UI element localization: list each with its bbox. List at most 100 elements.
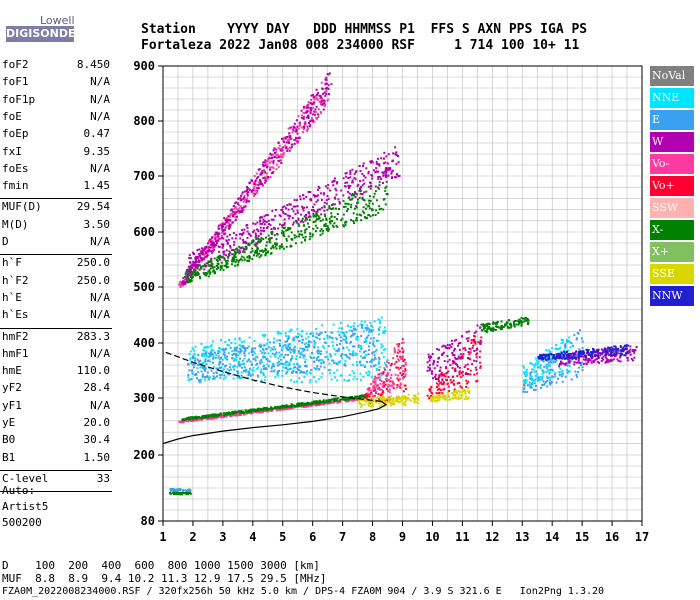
- data-point: [444, 346, 447, 349]
- data-point: [396, 395, 399, 398]
- data-point: [279, 362, 282, 365]
- data-point: [313, 340, 316, 343]
- data-point: [196, 249, 199, 252]
- data-point: [197, 263, 200, 266]
- data-point: [382, 174, 385, 177]
- data-point: [291, 208, 294, 211]
- data-point: [320, 100, 323, 103]
- data-point: [213, 257, 216, 260]
- data-point: [203, 249, 206, 252]
- data-point: [316, 227, 319, 229]
- data-point: [226, 344, 229, 346]
- data-point: [344, 185, 347, 188]
- data-point: [293, 126, 296, 129]
- data-point: [267, 346, 270, 349]
- data-point: [311, 351, 314, 354]
- data-point: [433, 400, 436, 403]
- data-point: [308, 125, 311, 128]
- data-point: [234, 342, 237, 345]
- data-point: [247, 374, 250, 377]
- data-point: [503, 324, 506, 327]
- data-point: [383, 382, 386, 385]
- data-point: [253, 410, 255, 413]
- data-point: [554, 372, 557, 375]
- data-point: [469, 373, 472, 376]
- data-point: [212, 356, 215, 359]
- data-point: [291, 406, 294, 409]
- data-point: [458, 348, 461, 351]
- data-point: [221, 222, 224, 225]
- data-point: [324, 94, 327, 97]
- data-point: [324, 331, 327, 334]
- data-point: [561, 369, 564, 372]
- data-point: [255, 172, 258, 175]
- data-point: [370, 329, 373, 332]
- data-point: [346, 346, 349, 349]
- data-point: [364, 340, 367, 343]
- data-point: [585, 363, 588, 365]
- data-point: [461, 355, 464, 358]
- data-point: [505, 322, 508, 325]
- data-point: [370, 375, 373, 378]
- data-point: [442, 351, 445, 354]
- data-point: [309, 379, 312, 381]
- data-point: [317, 334, 320, 336]
- data-point: [353, 222, 355, 225]
- data-point: [233, 208, 236, 210]
- data-point: [307, 405, 310, 408]
- data-point: [302, 236, 305, 239]
- parameter-name: fxI: [2, 144, 22, 158]
- data-point: [265, 357, 268, 360]
- data-point: [313, 400, 316, 403]
- data-point: [205, 376, 208, 378]
- data-point: [327, 369, 330, 372]
- data-point: [554, 375, 557, 378]
- data-point: [382, 391, 385, 394]
- data-point: [274, 376, 277, 379]
- data-point: [238, 360, 241, 363]
- data-point: [433, 367, 436, 370]
- data-point: [427, 353, 430, 356]
- data-point: [326, 401, 329, 404]
- data-point: [222, 245, 225, 247]
- data-point: [300, 116, 303, 119]
- data-point: [389, 167, 392, 170]
- data-point: [328, 217, 331, 220]
- data-point: [327, 230, 330, 232]
- data-point: [259, 343, 262, 346]
- data-point: [285, 372, 288, 375]
- data-point: [249, 251, 252, 254]
- data-point: [211, 340, 214, 343]
- data-point: [315, 358, 318, 361]
- data-point: [354, 191, 357, 194]
- data-point: [389, 384, 391, 387]
- data-point: [196, 274, 199, 276]
- data-point: [232, 366, 235, 368]
- data-point: [416, 398, 419, 401]
- data-point: [262, 372, 265, 375]
- data-point: [372, 351, 375, 354]
- data-point: [290, 137, 293, 140]
- data-point: [382, 208, 385, 211]
- data-point: [295, 371, 298, 373]
- data-point: [246, 186, 248, 188]
- data-point: [428, 388, 431, 391]
- data-point: [264, 171, 267, 174]
- data-point: [473, 334, 475, 337]
- data-point: [527, 319, 530, 322]
- data-point: [577, 361, 580, 364]
- data-point: [226, 368, 229, 371]
- data-point: [615, 352, 618, 355]
- data-point: [539, 366, 542, 369]
- data-point: [315, 94, 318, 97]
- data-point: [230, 208, 233, 211]
- data-point: [475, 353, 478, 356]
- data-point: [252, 192, 255, 195]
- parameter-row: foEp 0.47: [2, 127, 110, 143]
- data-point: [602, 355, 605, 358]
- data-point: [360, 335, 363, 337]
- data-point: [564, 357, 566, 360]
- data-point: [248, 257, 251, 260]
- data-point: [546, 379, 549, 382]
- data-point: [401, 365, 404, 367]
